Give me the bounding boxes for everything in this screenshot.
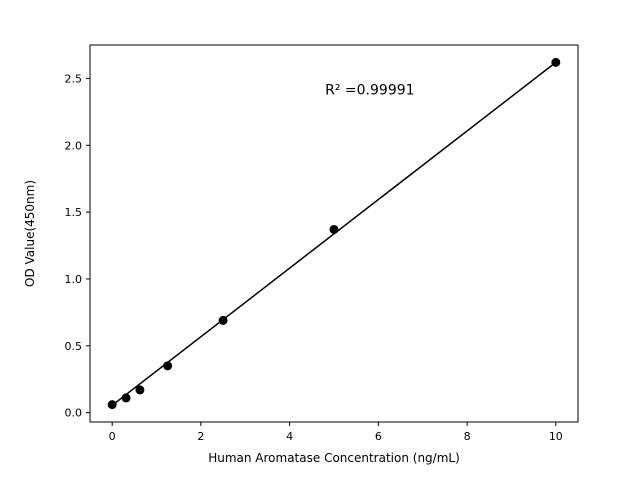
x-tick-label: 8 bbox=[464, 430, 471, 443]
x-axis-label: Human Aromatase Concentration (ng/mL) bbox=[208, 451, 460, 465]
y-tick-label: 0.5 bbox=[65, 340, 83, 353]
data-point bbox=[135, 385, 145, 395]
data-point bbox=[551, 57, 561, 67]
data-point bbox=[329, 224, 339, 234]
data-point bbox=[121, 393, 131, 403]
x-tick-label: 10 bbox=[549, 430, 563, 443]
data-point bbox=[218, 315, 228, 325]
x-tick-label: 0 bbox=[109, 430, 116, 443]
y-axis-label: OD Value(450nm) bbox=[23, 180, 37, 287]
r-squared-annotation: R² =0.99991 bbox=[325, 82, 414, 98]
x-tick-label: 2 bbox=[197, 430, 204, 443]
y-tick-label: 2.0 bbox=[65, 139, 83, 152]
x-tick-label: 6 bbox=[375, 430, 382, 443]
y-tick-label: 1.5 bbox=[65, 206, 83, 219]
data-point bbox=[163, 361, 173, 371]
y-tick-label: 1.0 bbox=[65, 273, 83, 286]
x-tick-label: 4 bbox=[286, 430, 293, 443]
y-tick-label: 0.0 bbox=[65, 407, 83, 420]
plot-area bbox=[89, 44, 579, 423]
data-point bbox=[107, 400, 117, 410]
y-tick-label: 2.5 bbox=[65, 72, 83, 85]
